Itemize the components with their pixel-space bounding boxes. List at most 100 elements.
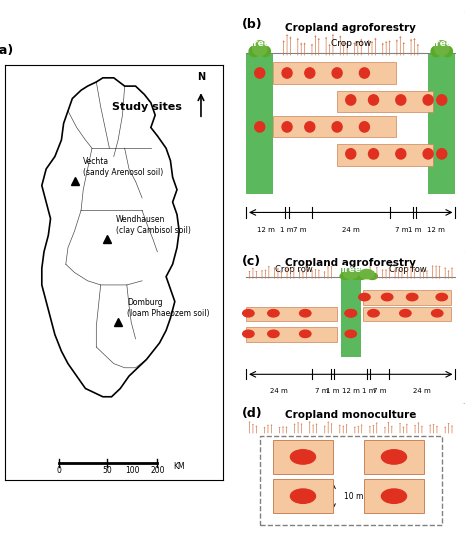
FancyArrow shape <box>314 35 317 56</box>
FancyArrow shape <box>286 267 288 278</box>
Circle shape <box>382 450 407 464</box>
Text: (d): (d) <box>242 407 262 420</box>
FancyArrow shape <box>426 270 428 278</box>
FancyArrow shape <box>382 43 384 56</box>
FancyArrow shape <box>406 423 408 433</box>
Circle shape <box>400 310 411 317</box>
FancyArrow shape <box>311 44 313 56</box>
FancyArrow shape <box>444 426 447 433</box>
FancyArrow shape <box>399 36 401 56</box>
FancyArrow shape <box>413 38 416 56</box>
FancyArrow shape <box>293 267 295 278</box>
Text: 100: 100 <box>125 467 139 475</box>
FancyArrow shape <box>315 423 318 433</box>
Circle shape <box>282 122 292 132</box>
Bar <box>365 440 424 474</box>
FancyArrow shape <box>289 37 292 56</box>
FancyArrow shape <box>451 268 453 278</box>
FancyArrow shape <box>388 268 391 278</box>
FancyArrow shape <box>255 426 257 433</box>
Text: Tree: Tree <box>431 39 453 48</box>
Circle shape <box>268 310 279 317</box>
Text: 12 m: 12 m <box>342 387 360 393</box>
Text: 7 m: 7 m <box>315 387 328 393</box>
Circle shape <box>255 68 265 78</box>
FancyArrow shape <box>270 425 273 433</box>
FancyArrow shape <box>417 422 419 433</box>
FancyArrow shape <box>285 426 288 433</box>
FancyArrow shape <box>376 267 378 278</box>
Circle shape <box>300 330 311 337</box>
FancyBboxPatch shape <box>232 402 467 537</box>
FancyArrow shape <box>401 268 403 278</box>
Circle shape <box>442 46 453 57</box>
FancyArrow shape <box>407 267 409 278</box>
Circle shape <box>255 122 265 132</box>
FancyArrow shape <box>273 267 276 278</box>
Circle shape <box>359 293 370 301</box>
FancyArrow shape <box>447 270 450 278</box>
FancyArrow shape <box>419 269 421 278</box>
Circle shape <box>423 95 433 105</box>
FancyArrow shape <box>267 425 269 433</box>
FancyArrow shape <box>301 423 302 433</box>
FancyArrow shape <box>311 270 313 278</box>
FancyArrow shape <box>314 269 317 278</box>
Text: 12 m: 12 m <box>427 227 445 233</box>
Text: 10 m: 10 m <box>293 501 313 511</box>
Text: Crop row: Crop row <box>275 265 313 274</box>
Circle shape <box>359 68 369 78</box>
Circle shape <box>291 489 316 504</box>
Bar <box>340 268 361 356</box>
FancyBboxPatch shape <box>232 249 467 401</box>
FancyArrow shape <box>300 43 302 56</box>
FancyArrow shape <box>435 265 437 278</box>
Text: N: N <box>197 72 205 82</box>
Circle shape <box>260 46 271 57</box>
FancyArrow shape <box>328 44 331 56</box>
Text: 24 m: 24 m <box>413 387 431 393</box>
FancyArrow shape <box>248 421 251 433</box>
Text: 7 m: 7 m <box>373 387 386 393</box>
FancyArrow shape <box>255 271 257 278</box>
FancyArrow shape <box>324 426 326 433</box>
Circle shape <box>368 95 379 105</box>
FancyArrow shape <box>361 425 363 433</box>
Bar <box>365 277 368 278</box>
FancyArrow shape <box>289 269 292 278</box>
FancyArrow shape <box>330 423 333 433</box>
FancyArrow shape <box>410 39 412 56</box>
FancyArrow shape <box>293 423 296 433</box>
Circle shape <box>332 68 342 78</box>
FancyArrow shape <box>431 265 434 278</box>
Circle shape <box>396 149 406 159</box>
FancyArrow shape <box>268 266 270 278</box>
FancyArrow shape <box>432 424 435 433</box>
Circle shape <box>268 330 279 337</box>
Text: Crop row: Crop row <box>389 265 427 274</box>
FancyArrow shape <box>343 42 345 56</box>
Text: Cropland agroforestry: Cropland agroforestry <box>285 258 416 268</box>
FancyArrow shape <box>371 41 373 56</box>
Bar <box>349 277 352 278</box>
Circle shape <box>291 450 316 464</box>
Bar <box>363 290 451 305</box>
FancyArrow shape <box>394 269 396 278</box>
FancyArrow shape <box>342 426 345 433</box>
Circle shape <box>305 122 315 132</box>
Circle shape <box>253 41 267 56</box>
FancyArrow shape <box>375 422 378 433</box>
Text: 12 m: 12 m <box>257 227 274 233</box>
Circle shape <box>249 46 259 57</box>
FancyArrow shape <box>382 269 384 278</box>
FancyArrow shape <box>309 421 311 433</box>
FancyArrow shape <box>318 38 320 56</box>
FancyArrow shape <box>279 427 281 433</box>
FancyArrow shape <box>414 425 416 433</box>
FancyArrow shape <box>282 426 284 433</box>
Circle shape <box>431 310 443 317</box>
FancyArrow shape <box>438 266 441 278</box>
FancyArrow shape <box>327 421 329 433</box>
FancyArrow shape <box>283 40 285 56</box>
Text: 1 m: 1 m <box>362 387 375 393</box>
